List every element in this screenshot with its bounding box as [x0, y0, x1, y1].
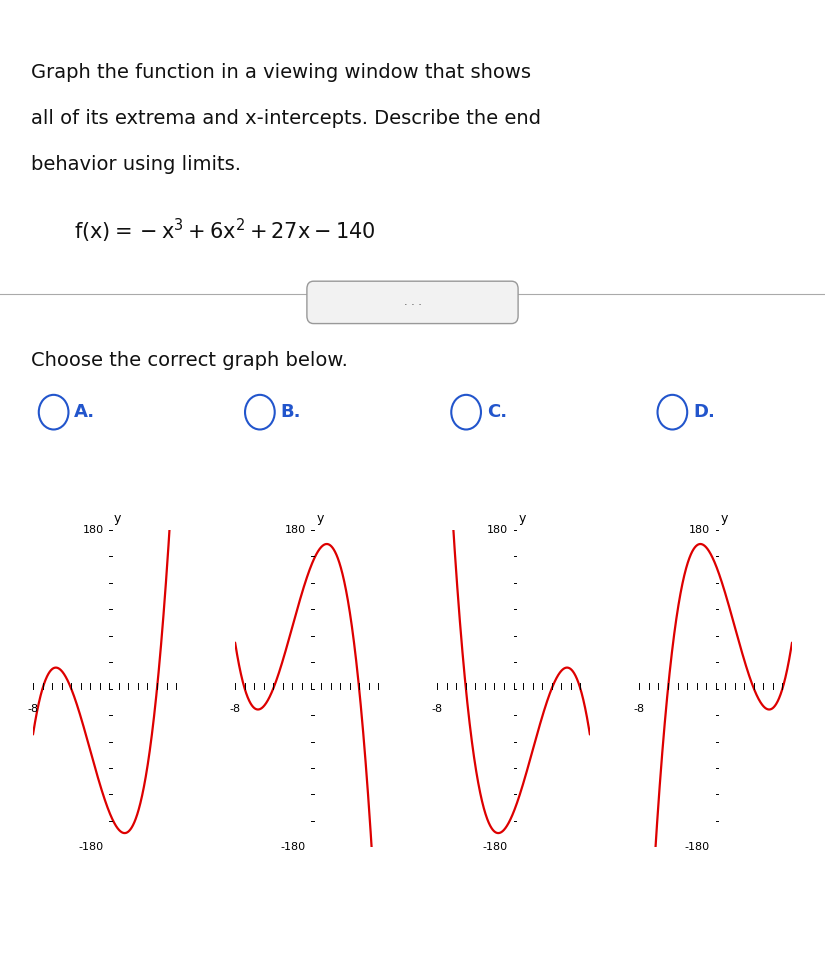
Text: . . .: . . . [403, 298, 422, 307]
Text: 180: 180 [689, 525, 710, 534]
Text: all of its extrema and x-intercepts. Describe the end: all of its extrema and x-intercepts. Des… [31, 109, 541, 128]
FancyBboxPatch shape [307, 281, 518, 324]
Text: y: y [720, 512, 728, 525]
Text: Graph the function in a viewing window that shows: Graph the function in a viewing window t… [31, 63, 531, 82]
Text: y: y [114, 512, 121, 525]
Text: -8: -8 [634, 705, 645, 715]
Text: -8: -8 [229, 705, 241, 715]
Text: C.: C. [487, 403, 507, 421]
Text: $\mathregular{f(x) = -x^3 + 6x^2 + 27x - 140}$: $\mathregular{f(x) = -x^3 + 6x^2 + 27x -… [74, 217, 376, 245]
Text: -180: -180 [483, 843, 508, 852]
Text: B.: B. [280, 403, 301, 421]
Text: Choose the correct graph below.: Choose the correct graph below. [31, 351, 348, 371]
Text: y: y [316, 512, 323, 525]
Text: D.: D. [693, 403, 715, 421]
Text: y: y [518, 512, 526, 525]
Text: -8: -8 [431, 705, 443, 715]
Text: A.: A. [74, 403, 96, 421]
Text: behavior using limits.: behavior using limits. [31, 155, 242, 174]
Text: -8: -8 [27, 705, 39, 715]
Text: -180: -180 [78, 843, 104, 852]
Text: 180: 180 [285, 525, 306, 534]
Text: -180: -180 [685, 843, 710, 852]
Text: 180: 180 [82, 525, 104, 534]
Text: 180: 180 [487, 525, 508, 534]
Text: -180: -180 [280, 843, 306, 852]
